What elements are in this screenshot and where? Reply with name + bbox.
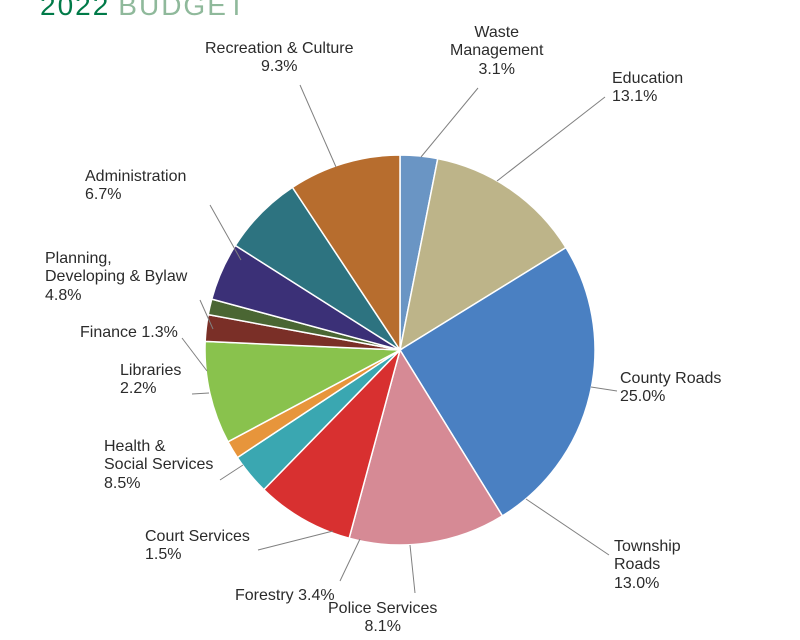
leader-line xyxy=(497,97,605,181)
leader-line xyxy=(340,539,360,581)
slice-label: Libraries 2.2% xyxy=(120,362,181,399)
slice-label: Court Services 1.5% xyxy=(145,528,250,565)
slice-label: Education 13.1% xyxy=(612,70,683,107)
leader-line xyxy=(258,531,333,550)
slice-label: Planning, Developing & Bylaw 4.8% xyxy=(45,250,187,305)
leader-line xyxy=(526,499,609,555)
slice-label: Administration 6.7% xyxy=(85,168,186,205)
leader-line xyxy=(300,85,336,167)
slice-label: County Roads 25.0% xyxy=(620,370,721,407)
leader-line xyxy=(182,338,207,371)
leader-line xyxy=(192,393,209,394)
slice-label: Township Roads 13.0% xyxy=(614,538,681,593)
slice-label: Health & Social Services 8.5% xyxy=(104,438,213,493)
slice-label: Waste Management 3.1% xyxy=(450,24,543,79)
leader-line xyxy=(410,545,415,593)
slice-label: Police Services 8.1% xyxy=(328,600,437,637)
slice-label: Forestry 3.4% xyxy=(235,587,335,605)
leader-line xyxy=(591,387,617,391)
leader-line xyxy=(421,88,478,157)
slice-label: Finance 1.3% xyxy=(80,324,178,342)
leader-line xyxy=(220,465,243,480)
slice-label: Recreation & Culture 9.3% xyxy=(205,40,354,77)
leader-line xyxy=(210,205,241,260)
